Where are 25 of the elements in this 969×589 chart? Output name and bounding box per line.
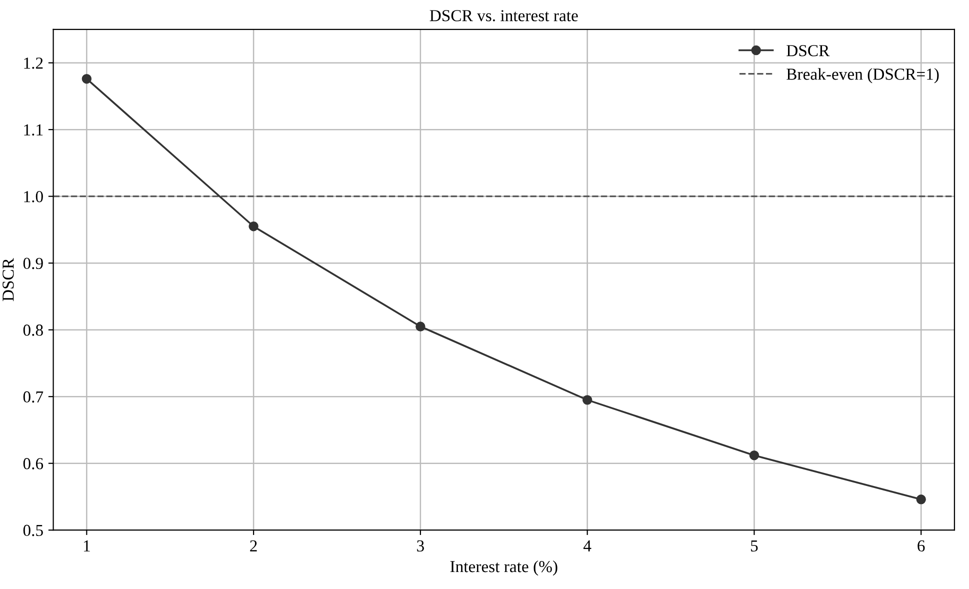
- x-tick-label: 6: [918, 540, 925, 552]
- legend-label: Break-even (DSCR=1): [786, 68, 939, 84]
- x-axis-title: Interest rate (%): [450, 560, 558, 576]
- y-tick-label: 0.7: [23, 391, 44, 403]
- x-tick-label: 1: [84, 540, 90, 552]
- x-tick-label: 2: [250, 540, 257, 552]
- x-tick-label: 4: [583, 540, 592, 552]
- y-tick-label: 1.1: [24, 124, 43, 136]
- point: [82, 74, 92, 84]
- x-tick-label: 3: [417, 540, 424, 552]
- y-axis-title: DSCR: [2, 258, 14, 302]
- point: [416, 322, 426, 332]
- point: [749, 450, 760, 460]
- y-tick-label: 0.6: [23, 458, 44, 470]
- point: [916, 494, 926, 504]
- y-tick-label: 1.0: [24, 191, 43, 202]
- legend-label: DSCR: [786, 45, 830, 56]
- y-tick-label: 1.2: [24, 58, 43, 69]
- y-tick-label: 0.8: [23, 324, 43, 336]
- y-tick-label: 0.5: [23, 524, 43, 536]
- x-tick-label: 5: [751, 540, 758, 552]
- point: [248, 222, 258, 232]
- chart-title: DSCR vs. interest rate: [430, 10, 578, 22]
- point: [582, 395, 592, 405]
- y-tick-label: 0.9: [23, 258, 43, 270]
